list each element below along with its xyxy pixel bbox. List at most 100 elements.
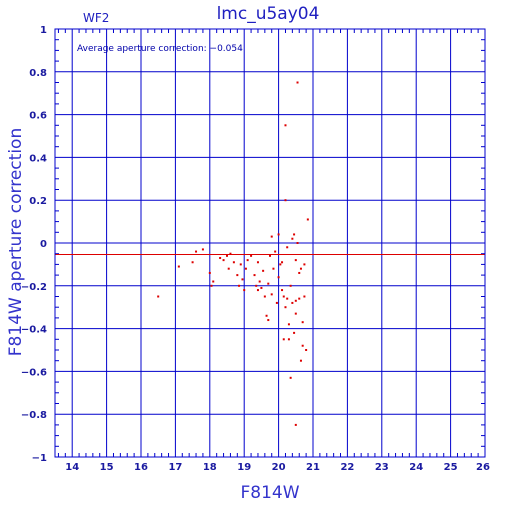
data-point (293, 331, 296, 334)
data-point (256, 289, 259, 292)
data-point (256, 261, 259, 264)
x-tick-label: 23 (375, 462, 389, 473)
data-point (277, 276, 280, 279)
x-axis-label: F814W (240, 483, 299, 503)
data-point (291, 301, 294, 304)
data-point (305, 349, 308, 351)
x-tick-labels: 14 15 16 17 18 19 20 21 22 23 24 25 26 (65, 462, 490, 473)
data-point (253, 274, 256, 277)
x-tick-label: 22 (340, 462, 354, 473)
y-tick-label: −0.4 (21, 325, 47, 336)
y-tick-label: −0.2 (21, 282, 47, 293)
data-point (243, 289, 246, 292)
y-tick-label: −1 (32, 453, 47, 464)
data-point (265, 314, 268, 317)
data-point (303, 263, 306, 266)
y-tick-label: 0 (40, 239, 47, 250)
chart-subtitle: WF2 (83, 11, 109, 25)
data-point (298, 271, 301, 274)
grid-lines (55, 29, 485, 457)
data-point (267, 282, 270, 285)
data-point (262, 269, 265, 272)
plot-frame (54, 28, 486, 458)
data-point (294, 423, 297, 426)
data-point (287, 338, 290, 341)
data-point (289, 376, 292, 379)
data-point (250, 254, 253, 257)
x-tick-label: 24 (409, 462, 423, 473)
data-point (275, 301, 278, 304)
data-point (267, 319, 270, 322)
data-point (301, 344, 304, 347)
data-point (284, 199, 287, 202)
y-tick-labels: −1 −0.8 −0.6 −0.4 −0.2 0 0.2 0.4 0.6 0.8 1 (21, 25, 47, 464)
x-tick-label: 20 (272, 462, 286, 473)
y-axis-label: F814W aperture correction (6, 128, 26, 356)
data-point (294, 312, 297, 315)
y-tick-label: 0.6 (29, 111, 47, 122)
data-point (279, 263, 282, 266)
data-point (232, 261, 235, 264)
x-tick-label: 15 (100, 462, 114, 473)
data-point (281, 261, 284, 264)
data-point (201, 248, 204, 251)
data-point (296, 81, 299, 84)
data-point (293, 233, 296, 236)
data-point (291, 237, 294, 240)
x-tick-label: 16 (134, 462, 148, 473)
data-point (303, 295, 306, 298)
data-point (289, 284, 292, 287)
data-point (284, 306, 287, 309)
x-tick-label: 19 (237, 462, 251, 473)
data-point (244, 267, 247, 270)
data-point (212, 280, 215, 283)
y-tick-label: 1 (40, 25, 47, 36)
data-point (219, 256, 222, 259)
y-tick-label: 0.4 (29, 153, 47, 164)
data-point (274, 250, 277, 253)
data-point (236, 274, 239, 277)
data-point (260, 286, 263, 289)
data-point (208, 271, 211, 274)
data-point (270, 293, 273, 296)
data-point (306, 218, 309, 221)
data-point (299, 267, 302, 270)
data-point (294, 259, 297, 262)
x-tick-label: 18 (203, 462, 217, 473)
data-point (301, 321, 304, 324)
data-point (226, 254, 228, 257)
y-tick-label: −0.8 (21, 410, 47, 421)
data-point (263, 295, 266, 298)
data-point (294, 299, 297, 302)
x-tick-label: 25 (444, 462, 458, 473)
data-point (299, 359, 302, 362)
data-point (195, 250, 198, 253)
chart-title: lmc_u5ay04 (217, 4, 320, 24)
data-point (298, 297, 301, 300)
data-point (241, 278, 244, 281)
data-point (222, 259, 225, 262)
y-tick-label: 0.8 (29, 68, 47, 79)
data-point (281, 289, 284, 292)
data-point (282, 295, 285, 298)
data-points (157, 81, 309, 426)
data-point (157, 295, 160, 298)
data-point (227, 267, 230, 270)
y-tick-label: −0.6 (21, 367, 47, 378)
chart-annotation: Average aperture correction: −0.054 (77, 44, 243, 54)
data-point (246, 259, 249, 262)
data-point (287, 323, 290, 326)
data-point (210, 284, 213, 287)
y-tick-label: 0.2 (29, 196, 47, 207)
data-point (277, 233, 280, 236)
data-point (258, 280, 261, 283)
data-point (255, 284, 258, 287)
x-tick-label: 21 (306, 462, 320, 473)
data-point (238, 284, 241, 287)
data-point (270, 235, 273, 238)
data-point (177, 265, 180, 268)
data-point (269, 254, 271, 257)
data-point (272, 267, 275, 270)
